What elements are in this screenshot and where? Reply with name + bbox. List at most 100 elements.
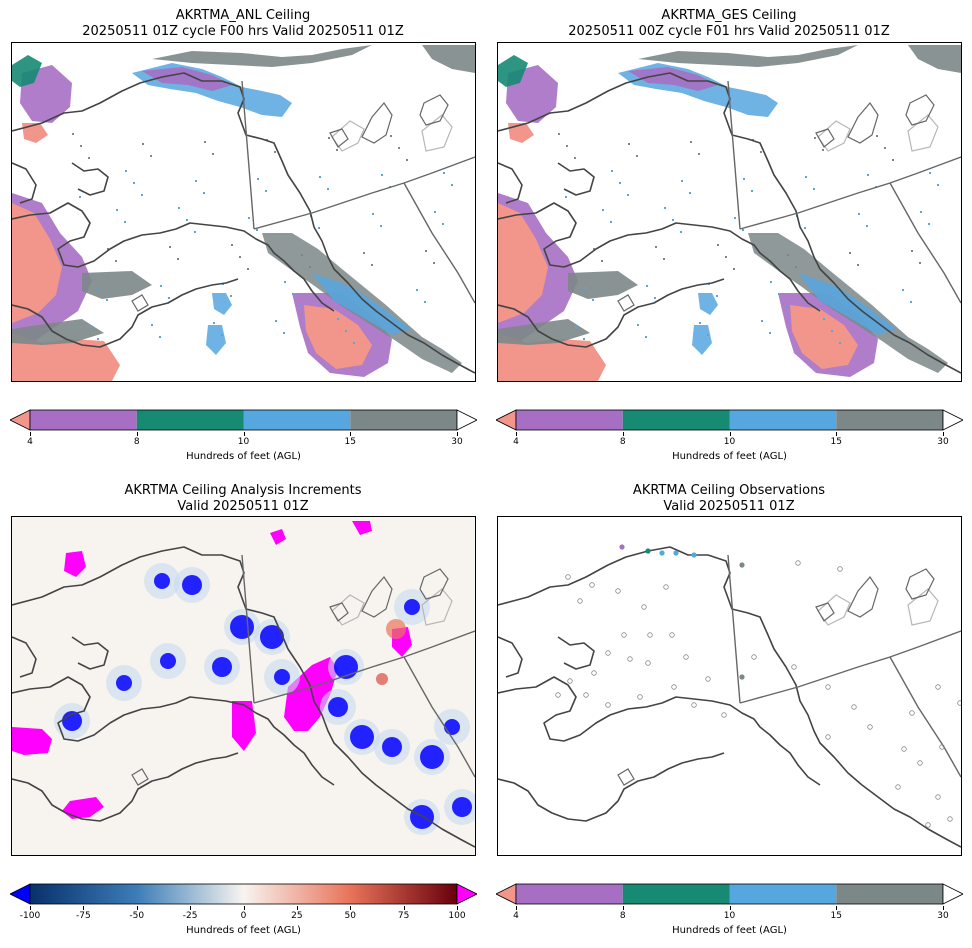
ceiling-speckle [734, 217, 736, 219]
increment-negative-area [160, 653, 176, 669]
panel-title-anl: AKRTMA_ANL Ceiling 20250511 01Z cycle F00… [11, 8, 475, 40]
ceiling-speckle [601, 260, 603, 262]
ceiling-speckle [213, 322, 215, 324]
colorbar-tick-label: 25 [291, 911, 303, 921]
ceiling-field [798, 273, 896, 335]
ceiling-speckle [169, 246, 171, 248]
ceiling-speckle [390, 135, 392, 137]
increment-positive-area [64, 551, 86, 577]
ceiling-speckle [663, 258, 665, 260]
observation-marker [837, 566, 843, 572]
observation-marker [637, 694, 643, 700]
colorbar-tick [190, 906, 192, 910]
ceiling-speckle [867, 174, 869, 176]
increment-warm-area [386, 619, 406, 639]
colorbar-tick-label: 30 [451, 437, 463, 447]
ceiling-field [628, 67, 718, 91]
ceiling-speckle [300, 305, 302, 307]
ceiling-field [638, 45, 858, 67]
colorbar-ges: 4 8 10 15 30 Hundreds of feet (AGL) [495, 408, 964, 463]
ceiling-speckle [363, 252, 365, 254]
ceiling-speckle [257, 178, 259, 180]
colorbar-label: Hundreds of feet (AGL) [672, 925, 787, 936]
colorbar-tick [403, 906, 405, 910]
colorbar-segment [516, 884, 623, 904]
ceiling-speckle [433, 262, 435, 264]
ceiling-speckle [247, 268, 249, 270]
lake-outline [817, 114, 939, 152]
ceiling-speckle [256, 229, 258, 231]
ceiling-speckle [574, 157, 576, 159]
ceiling-speckle [928, 223, 930, 225]
ceiling-speckle [892, 159, 894, 161]
title-line1: AKRTMA Ceiling Observations [632, 483, 826, 498]
colorbar-tick-label: 4 [513, 437, 519, 447]
colorbar-segment [243, 410, 351, 430]
ceiling-speckle [558, 133, 560, 135]
increment-negative-area [274, 669, 290, 685]
ceiling-speckle [425, 250, 427, 252]
ceiling-speckle [301, 254, 303, 256]
observation-marker [589, 582, 595, 588]
increment-positive-area [62, 797, 104, 819]
increment-positive-area [284, 657, 338, 731]
map-panel-obs [497, 516, 962, 856]
colorbar-tick-label: -50 [129, 911, 145, 921]
observation-marker [867, 724, 873, 730]
ceiling-speckle [637, 324, 639, 326]
ceiling-speckle [619, 182, 621, 184]
ceiling-speckle [690, 141, 692, 143]
ceiling-speckle [248, 217, 250, 219]
colorbar-tick-label: 10 [723, 911, 736, 921]
observation-marker [957, 700, 961, 706]
ceiling-speckle [160, 285, 162, 287]
observation-marker [577, 598, 583, 604]
ceiling-speckle [106, 299, 108, 301]
increment-negative-area [230, 615, 254, 639]
ceiling-speckle [239, 256, 241, 258]
colorbar-under-triangle [495, 409, 517, 431]
ceiling-field [692, 325, 712, 355]
colorbar-tick-label: -75 [76, 911, 91, 921]
observation-marker [663, 584, 669, 590]
ceiling-speckle [795, 266, 797, 268]
ceiling-speckle [707, 334, 709, 336]
colorbar-tick-label: 15 [830, 437, 842, 447]
ceiling-speckle [89, 326, 91, 328]
ceiling-speckle [275, 320, 277, 322]
colorbar-gradient [29, 883, 458, 905]
ceiling-field [422, 45, 475, 73]
ceiling-speckle [151, 324, 153, 326]
colorbar-segment [622, 410, 730, 430]
observation-marker [935, 794, 941, 800]
colorbar-anl: 4 8 10 15 30 Hundreds of feet (AGL) [9, 408, 478, 463]
colorbar-tick-label: 10 [237, 437, 250, 447]
ceiling-speckle [610, 221, 612, 223]
increment-warm-area [376, 673, 388, 685]
ceiling-field [790, 305, 858, 369]
observation-marker-colored [659, 550, 665, 556]
ceiling-speckle [911, 250, 913, 252]
ceiling-field [498, 203, 548, 323]
ceiling-speckle [645, 336, 647, 338]
ceiling-speckle [786, 305, 788, 307]
panel-title-obs: AKRTMA Ceiling Observations Valid 2025051… [497, 483, 961, 515]
colorbar-segment [622, 884, 730, 904]
ceiling-speckle [646, 285, 648, 287]
observation-marker [671, 684, 677, 690]
observation-marker [791, 664, 797, 670]
ceiling-speckle [434, 211, 436, 213]
ceiling-speckle [336, 149, 338, 151]
observation-marker [895, 784, 901, 790]
colorbar-tick [457, 906, 458, 910]
observation-marker [939, 744, 945, 750]
ceiling-speckle [627, 194, 629, 196]
ceiling-speckle [849, 252, 851, 254]
ceiling-speckle [212, 153, 214, 155]
ceiling-speckle [203, 192, 205, 194]
colorbar-obs: 4 8 10 15 30 Hundreds of feet (AGL) [495, 882, 964, 937]
ceiling-speckle [689, 192, 691, 194]
colorbar-tick-label: 30 [937, 437, 949, 447]
colorbar-tick-label: 30 [937, 911, 949, 921]
increment-negative-area [116, 675, 132, 691]
